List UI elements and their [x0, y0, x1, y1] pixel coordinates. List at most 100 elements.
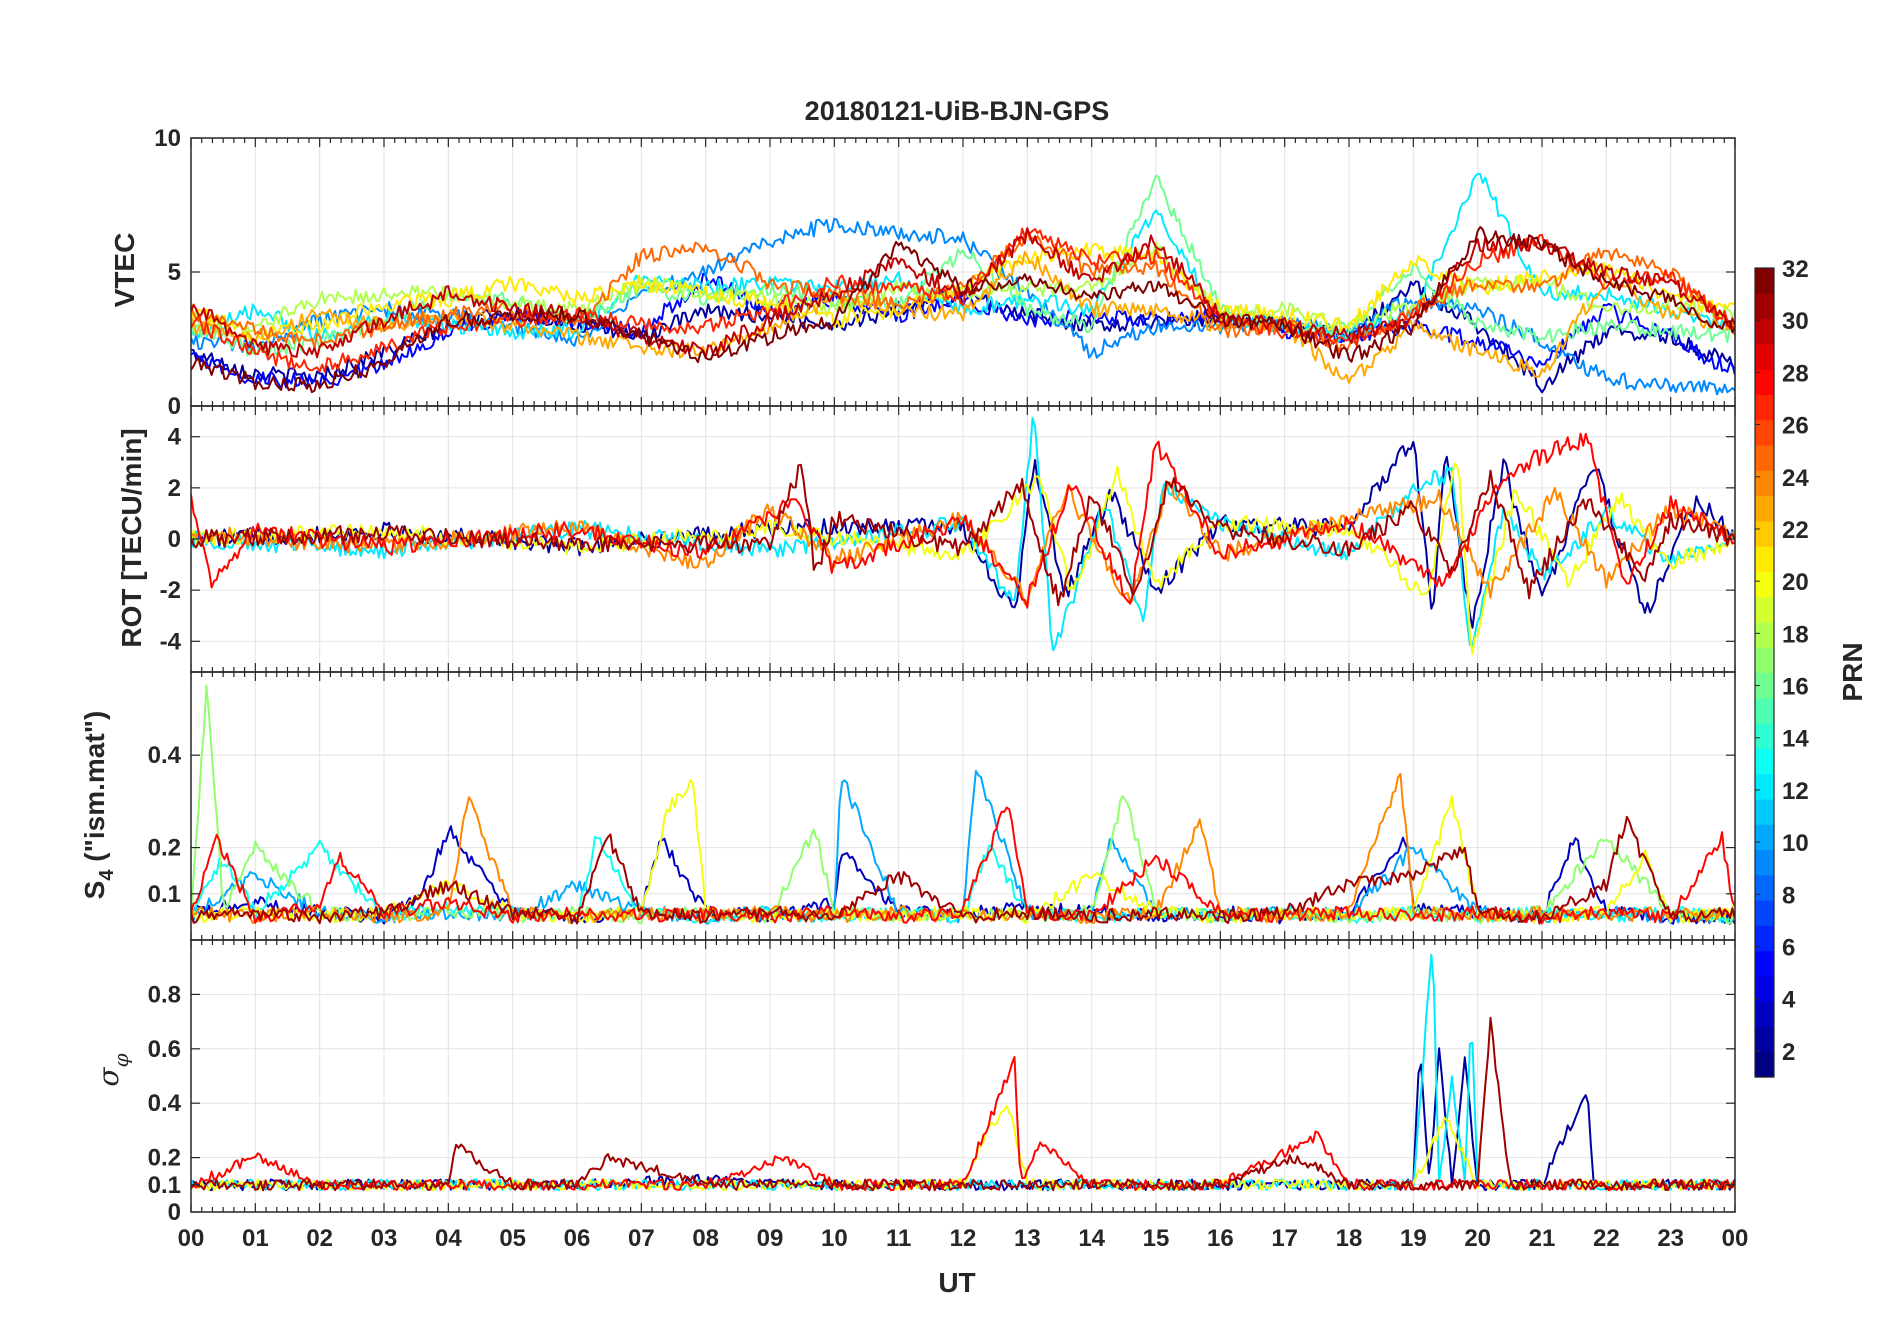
x-tick-label: 11 [886, 1225, 911, 1252]
series-group [191, 684, 1735, 925]
x-tick-label: 07 [628, 1225, 655, 1252]
colorbar-level [1755, 975, 1774, 1002]
x-tick-label: 09 [757, 1225, 784, 1252]
colorbar-tick-label: 32 [1782, 256, 1809, 283]
series-line-prn-31 [191, 463, 1735, 607]
colorbar-level [1755, 773, 1774, 800]
colorbar-level [1755, 900, 1774, 926]
series-line-prn-23 [191, 250, 1735, 384]
x-tick-label: 19 [1400, 1225, 1427, 1252]
x-tick-label: 08 [692, 1225, 719, 1252]
colorbar-level [1755, 1001, 1774, 1028]
x-tick-label: 16 [1207, 1225, 1234, 1252]
y-tick-label: 0.1 [148, 881, 181, 908]
colorbar-level [1755, 874, 1774, 901]
colorbar-level [1755, 369, 1774, 396]
x-tick-label: 04 [435, 1225, 462, 1252]
y-tick-label: 0 [168, 393, 181, 420]
y-tick-label: 0.4 [148, 742, 182, 769]
x-tick-label: 18 [1336, 1225, 1363, 1252]
colorbar-level [1755, 1051, 1774, 1078]
colorbar-tick-label: 12 [1782, 778, 1809, 805]
x-tick-label: 15 [1143, 1225, 1170, 1252]
x-tick-label: 12 [950, 1225, 977, 1252]
y-tick-label: 0.6 [148, 1036, 181, 1063]
x-tick-label: 17 [1271, 1225, 1298, 1252]
colorbar-level [1755, 520, 1774, 547]
colorbar-label: PRN [1837, 642, 1868, 701]
colorbar-level [1755, 849, 1774, 876]
sigma-phi-axis-label: σφ [92, 1053, 133, 1086]
y-tick-label: -4 [160, 628, 182, 655]
colorbar-level [1755, 546, 1774, 572]
series-line-prn-31 [191, 1016, 1735, 1192]
x-tick-label: 00 [178, 1225, 205, 1252]
x-axis-label: UT [938, 1267, 975, 1298]
series-group [191, 417, 1735, 656]
colorbar-tick-label: 28 [1782, 360, 1809, 387]
colorbar-level [1755, 672, 1774, 699]
colorbar-tick-label: 14 [1782, 726, 1809, 753]
vtec-panel: 0 5 10 [154, 125, 1736, 420]
vtec-axis-label: VTEC [109, 233, 140, 308]
x-tick-label: 01 [242, 1225, 269, 1252]
colorbar-level [1755, 343, 1774, 370]
y-tick-label: 2 [168, 475, 181, 502]
colorbar-level [1755, 647, 1774, 674]
y-tick-label: 0.4 [148, 1090, 182, 1117]
colorbar-tick-label: 10 [1782, 830, 1809, 857]
x-tick-labels: 00 01 02 03 04 05 06 07 08 09 10 11 12 13 14 15 16 17 18 19… [178, 1225, 1749, 1252]
series-group [191, 953, 1735, 1192]
s4-axis-label: S4 ("ism.mat") [79, 711, 118, 900]
x-tick-label: 00 [1722, 1225, 1749, 1252]
y-tick-label: 4 [168, 424, 182, 451]
y-tick-label: 10 [154, 125, 181, 152]
series-line-prn-28 [191, 432, 1735, 609]
colorbar-level [1755, 419, 1774, 446]
colorbar-tick-label: 20 [1782, 569, 1809, 596]
rot-panel: -4 -2 0 2 4 [160, 405, 1736, 673]
x-tick-label: 22 [1593, 1225, 1620, 1252]
series-line-prn-32 [191, 226, 1735, 394]
colorbar-tick-label: 16 [1782, 674, 1809, 701]
colorbar-level [1755, 748, 1774, 775]
colorbar-tick-label: 18 [1782, 621, 1809, 648]
series-line-prn-31 [191, 815, 1735, 925]
series-line-prn-28 [191, 806, 1735, 925]
sigma-phi-panel: 00.10.2 0.4 0.6 0.8 [148, 939, 1736, 1226]
colorbar-tick-label: 4 [1782, 987, 1796, 1014]
rot-axis-label: ROT [TECU/min] [116, 428, 147, 647]
x-tick-label: 20 [1464, 1225, 1491, 1252]
colorbar-level [1755, 1026, 1774, 1053]
colorbar-level [1755, 723, 1774, 749]
colorbar-level [1755, 444, 1774, 471]
x-tick-label: 05 [499, 1225, 526, 1252]
colorbar-tick-label: 30 [1782, 308, 1809, 335]
colorbar-level [1755, 697, 1774, 724]
series-group [191, 172, 1735, 396]
colorbar-tick-label: 26 [1782, 413, 1809, 440]
s4-axis-label-sub: 4 [96, 869, 118, 881]
series-line-prn-20 [191, 779, 1735, 925]
colorbar-tick-label: 24 [1782, 465, 1809, 492]
x-tick-label: 06 [564, 1225, 591, 1252]
colorbar-level [1755, 798, 1774, 825]
colorbar-level [1755, 293, 1774, 320]
figure-title: 20180121-UiB-BJN-GPS [805, 96, 1110, 126]
x-tick-label: 02 [306, 1225, 333, 1252]
y-tick-label: 0.8 [148, 981, 181, 1008]
s4-panel: 0.1 0.2 0.4 [148, 671, 1736, 941]
colorbar-level [1755, 950, 1774, 977]
colorbar-level [1755, 824, 1774, 851]
colorbar-tick-label: 6 [1782, 935, 1795, 962]
colorbar-tick-label: 22 [1782, 517, 1809, 544]
colorbar-level [1755, 394, 1774, 421]
x-tick-label: 03 [371, 1225, 398, 1252]
y-tick-label: 0.1 [148, 1172, 181, 1199]
colorbar-level [1755, 571, 1774, 598]
colorbar-level [1755, 495, 1774, 522]
x-tick-label: 14 [1078, 1225, 1105, 1252]
s4-axis-label-rest: ("ism.mat") [79, 711, 110, 870]
